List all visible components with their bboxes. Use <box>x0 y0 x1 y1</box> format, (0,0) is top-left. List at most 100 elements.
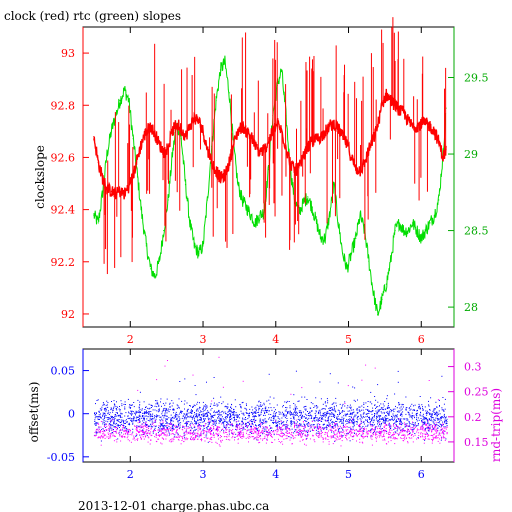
offset-point <box>195 414 197 416</box>
offset-point <box>147 420 149 421</box>
offset-point <box>378 414 380 416</box>
offset-point <box>344 413 346 415</box>
rndtrip-point <box>241 437 243 439</box>
rndtrip-point <box>262 438 264 440</box>
offset-point <box>343 415 345 417</box>
offset-point <box>276 421 278 423</box>
offset-point <box>168 426 170 428</box>
offset-point <box>218 410 220 412</box>
rndtrip-point <box>237 442 239 444</box>
offset-point <box>117 420 119 422</box>
offset-point <box>97 431 99 433</box>
rndtrip-point <box>251 427 253 429</box>
offset-point <box>255 424 256 426</box>
rndtrip-point <box>186 439 188 441</box>
offset-point <box>394 414 396 416</box>
offset-point <box>225 413 227 415</box>
rndtrip-point <box>256 435 258 437</box>
rndtrip-point <box>209 441 211 442</box>
offset-point <box>301 411 302 413</box>
rndtrip-point <box>164 434 166 435</box>
offset-point <box>141 423 143 425</box>
rndtrip-point <box>287 430 288 432</box>
rndtrip-point <box>246 425 248 427</box>
offset-point <box>194 412 195 413</box>
rndtrip-point <box>145 436 146 437</box>
offset-point <box>385 415 386 417</box>
offset-point <box>106 409 107 411</box>
rndtrip-point <box>129 429 130 431</box>
offset-point <box>233 411 235 413</box>
offset-point <box>299 418 301 420</box>
rndtrip-point <box>240 427 242 429</box>
rndtrip-point <box>383 430 385 432</box>
offset-point <box>297 421 298 423</box>
offset-point <box>177 434 179 436</box>
x-tick-label: 6 <box>418 333 425 346</box>
offset-point <box>341 422 343 424</box>
offset-point <box>283 433 285 435</box>
rndtrip-point <box>375 434 376 436</box>
offset-point <box>257 428 259 430</box>
rndtrip-point <box>266 426 268 428</box>
offset-point <box>439 423 441 425</box>
offset-point <box>426 417 428 419</box>
offset-point <box>128 406 130 408</box>
rndtrip-point <box>298 432 300 434</box>
rtc-point <box>438 199 440 201</box>
offset-point <box>343 410 345 412</box>
offset-point <box>158 410 160 412</box>
offset-point <box>307 434 309 436</box>
rtc-point <box>307 196 309 198</box>
offset-point <box>359 429 361 430</box>
rndtrip-point <box>162 432 164 434</box>
offset-point <box>139 410 141 412</box>
offset-point <box>334 417 335 418</box>
rndtrip-point <box>443 436 445 438</box>
offset-point <box>266 411 268 413</box>
rndtrip-point <box>328 441 330 443</box>
offset-point <box>272 422 274 423</box>
offset-point <box>405 413 407 415</box>
offset-point <box>387 420 389 422</box>
offset-point <box>413 424 415 426</box>
rndtrip-point <box>323 437 325 439</box>
offset-point <box>173 416 175 418</box>
offset-point <box>214 424 216 426</box>
offset-point <box>300 423 302 425</box>
rndtrip-point <box>394 443 396 445</box>
offset-point <box>129 404 131 405</box>
offset-point <box>379 405 380 407</box>
clock-point <box>150 125 152 127</box>
rndtrip-point <box>164 428 165 430</box>
rndtrip-point <box>207 437 209 439</box>
rndtrip-point <box>180 443 182 445</box>
rndtrip-point <box>324 433 326 435</box>
offset-point <box>235 414 237 416</box>
offset-point <box>254 407 256 409</box>
offset-point <box>376 412 378 413</box>
offset-point <box>95 424 97 426</box>
rndtrip-point <box>160 430 161 432</box>
rtc-point <box>433 214 435 216</box>
offset-point <box>211 415 213 417</box>
offset-point <box>302 414 303 416</box>
offset-point <box>138 415 140 417</box>
rndtrip-point <box>190 438 191 440</box>
rndtrip-point <box>213 426 215 427</box>
offset-point <box>247 415 249 417</box>
offset-point <box>301 416 303 418</box>
rndtrip-point <box>220 435 221 437</box>
clock-point <box>123 193 126 195</box>
rtc-point <box>241 199 243 201</box>
clock-point <box>445 149 447 151</box>
rndtrip-point <box>351 429 353 431</box>
rndtrip-point <box>253 437 255 439</box>
offset-point <box>221 429 222 431</box>
offset-point <box>170 414 172 416</box>
rndtrip-point <box>108 424 110 426</box>
rndtrip-point <box>216 429 218 431</box>
rndtrip-point <box>289 439 291 441</box>
rndtrip-point <box>414 424 416 426</box>
offset-point <box>341 418 343 420</box>
